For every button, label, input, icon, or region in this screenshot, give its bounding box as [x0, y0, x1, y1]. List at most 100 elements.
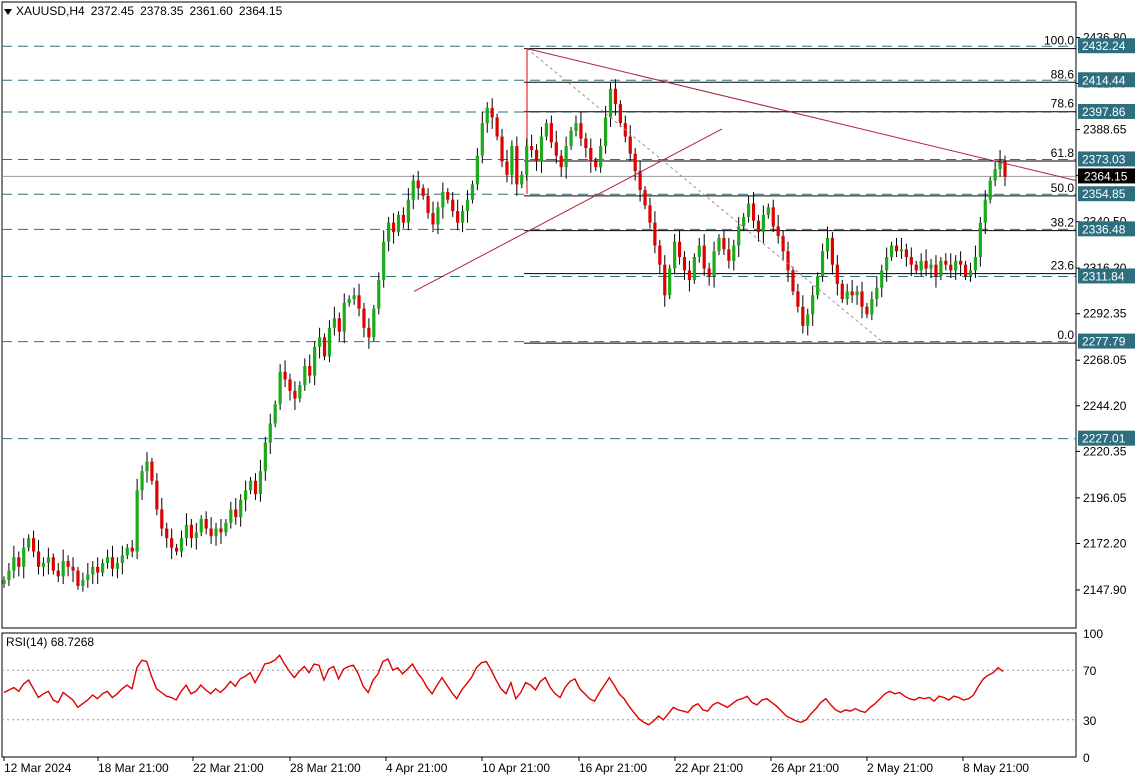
candle-body — [628, 136, 632, 154]
candle-body — [653, 222, 657, 246]
candle-body — [258, 471, 263, 495]
candle-body — [534, 149, 539, 162]
candle-body — [559, 155, 563, 168]
candle-body — [253, 480, 258, 495]
candle-body — [446, 192, 450, 200]
candle-body — [673, 241, 677, 269]
candle-body — [174, 547, 179, 552]
fib-level-label: 88.6 — [1051, 67, 1075, 81]
x-axis-label: 28 Mar 21:00 — [290, 761, 361, 775]
candle-body — [101, 562, 105, 573]
candle-body — [919, 260, 923, 271]
price-level-tag — [1078, 72, 1135, 88]
fib-level-label: 38.2 — [1051, 216, 1075, 230]
candle-body — [638, 170, 642, 191]
candle-body — [288, 379, 292, 391]
dropdown-triangle-icon[interactable] — [4, 8, 12, 15]
candle-body — [633, 153, 637, 171]
candle-body — [160, 509, 164, 529]
candle-body — [490, 107, 494, 118]
candle-body — [978, 222, 982, 258]
candle-body — [298, 385, 302, 399]
candle-body — [727, 249, 731, 261]
candle-body — [682, 257, 687, 271]
candle-body — [229, 509, 233, 523]
candle-body — [480, 123, 484, 156]
candle-body — [909, 257, 913, 265]
fib-level-label: 78.6 — [1051, 97, 1075, 111]
candle-body — [214, 528, 218, 537]
candle-body — [500, 136, 504, 162]
candle-body — [293, 390, 297, 399]
candle-body — [460, 211, 465, 223]
candle-body — [76, 570, 80, 586]
x-axis-label: 26 Apr 21:00 — [771, 761, 839, 775]
price-level-tag — [1078, 268, 1135, 284]
current-price-label: 2364.15 — [1084, 169, 1128, 183]
candle-body — [786, 251, 790, 271]
candle-body — [820, 251, 825, 277]
rsi-tick-label: 70 — [1083, 664, 1097, 678]
candle-body — [239, 499, 243, 518]
price-level-label: 2277.79 — [1082, 335, 1126, 349]
candle-body — [431, 213, 435, 225]
candle-body — [776, 226, 780, 236]
candle-body — [411, 180, 415, 200]
candle-body — [51, 557, 55, 571]
candle-body — [81, 580, 85, 586]
candle-body — [140, 471, 144, 491]
candle-body — [594, 161, 598, 168]
candle-body — [456, 211, 460, 223]
price-level-tag — [1078, 38, 1135, 54]
candle-body — [362, 308, 366, 328]
candle-body — [308, 366, 312, 376]
candle-body — [56, 570, 60, 577]
candle-body — [416, 180, 420, 189]
candle-body — [145, 461, 149, 472]
candle-body — [899, 249, 904, 252]
candle-body — [426, 195, 430, 214]
candle-body — [525, 146, 529, 175]
x-axis-label: 10 Apr 21:00 — [482, 761, 550, 775]
x-axis-label: 22 Mar 21:00 — [193, 761, 264, 775]
candle-body — [327, 327, 332, 357]
candle-body — [105, 557, 110, 563]
candle-body — [894, 245, 899, 252]
candle-body — [584, 138, 588, 149]
price-level-label: 2227.01 — [1082, 432, 1126, 446]
candle-body — [929, 264, 933, 269]
candle-body — [692, 257, 696, 280]
candle-body — [579, 123, 583, 139]
candle-body — [554, 142, 558, 156]
candle-body — [766, 207, 770, 215]
candle-body — [564, 146, 568, 168]
candle-body — [870, 299, 874, 315]
candle-body — [771, 207, 775, 227]
open-value: 2372.45 — [90, 4, 135, 18]
close-value: 2364.15 — [238, 4, 283, 18]
candle-body — [367, 327, 371, 338]
candle-body — [224, 522, 228, 533]
x-axis-label: 22 Apr 21:00 — [675, 761, 743, 775]
candle-body — [850, 291, 854, 296]
ascending-trendline — [413, 128, 723, 292]
y-tick-label: 2172.20 — [1083, 536, 1127, 550]
candle-body — [702, 245, 706, 269]
high-value: 2378.35 — [140, 4, 184, 18]
candle-body — [317, 337, 322, 347]
candle-body — [115, 562, 120, 569]
candle-body — [204, 519, 208, 529]
x-axis-label: 8 May 21:00 — [963, 761, 1029, 775]
candle-body — [485, 107, 489, 124]
candle-body — [313, 346, 317, 376]
candle-body — [618, 104, 622, 124]
candle-body — [387, 222, 391, 242]
candle-body — [658, 245, 662, 265]
candle-body — [840, 283, 844, 300]
candle-body — [885, 257, 889, 271]
candle-body — [96, 566, 100, 573]
price-level-tag — [1078, 430, 1135, 446]
candle-body — [189, 524, 193, 539]
candle-body — [530, 146, 534, 150]
